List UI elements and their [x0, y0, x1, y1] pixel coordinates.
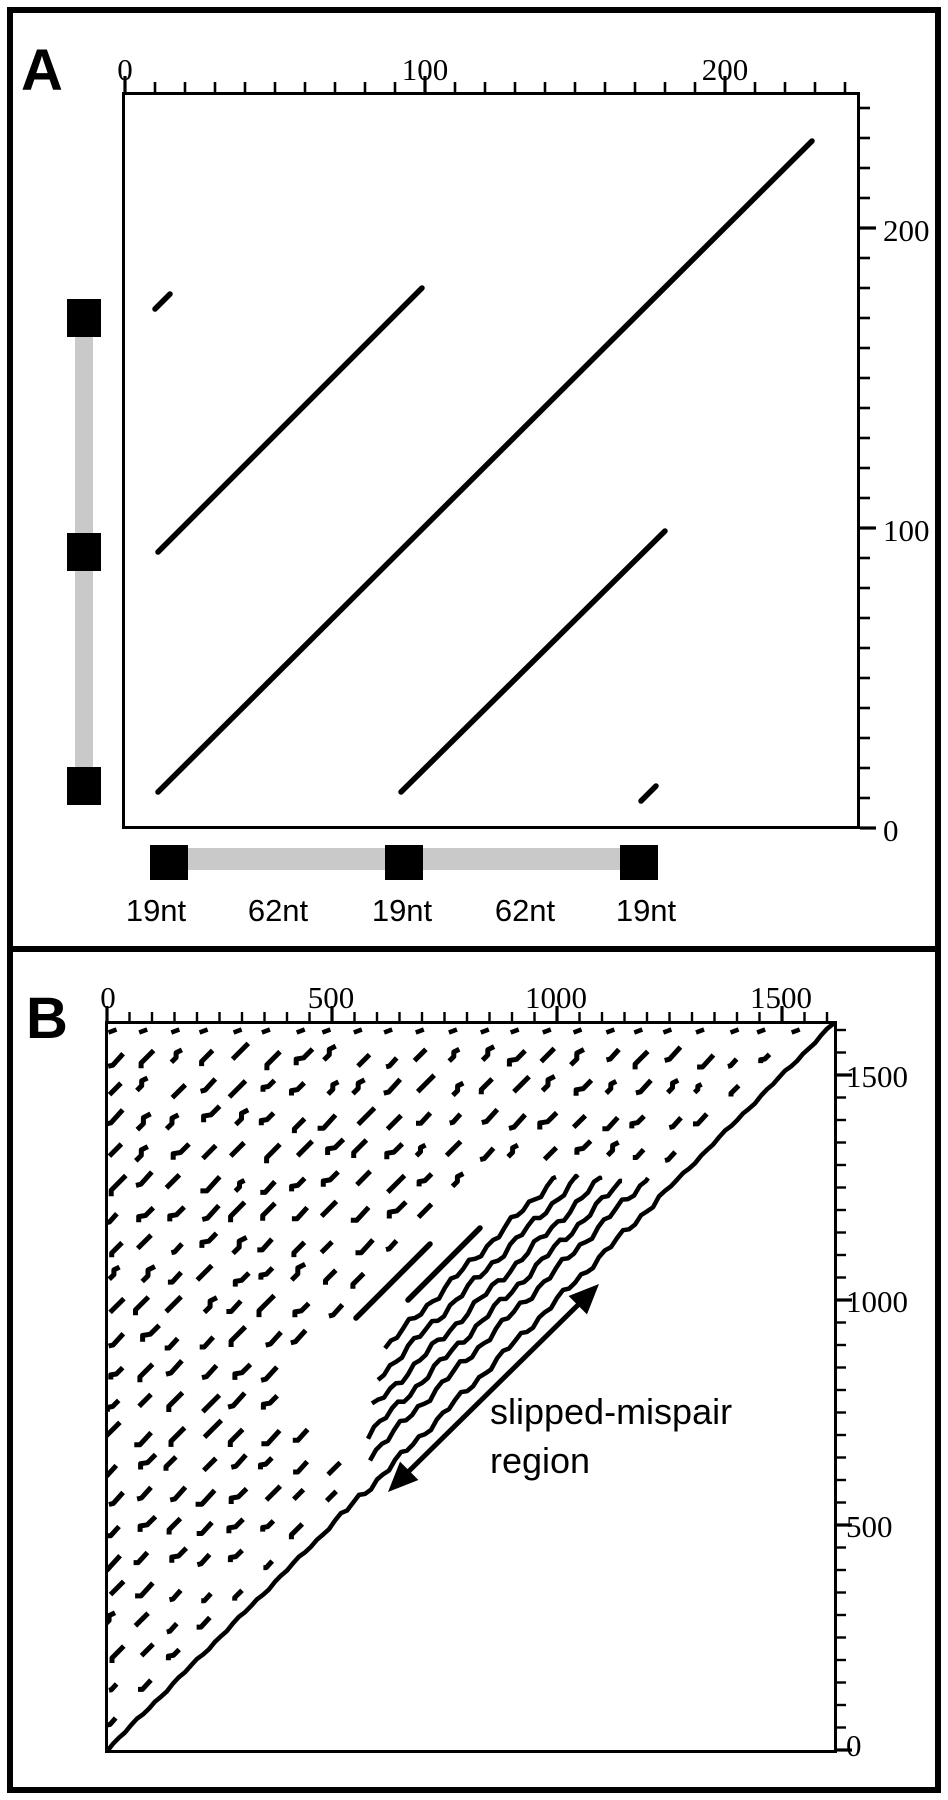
panel-b-xtick-1500: 1500: [750, 980, 812, 1015]
panel-a-ytick-200: 200: [883, 213, 930, 248]
figure-frame: [7, 7, 941, 1793]
panel-b-ytick-1500: 1500: [846, 1059, 908, 1094]
panel-b-ytick-0: 0: [846, 1728, 862, 1763]
panel-a-ytick-0: 0: [883, 813, 899, 848]
repeat-dash-pattern: [108, 1024, 834, 1750]
panel-a-xtick-200: 200: [702, 52, 749, 87]
repeat-schematic-vertical: [67, 299, 101, 805]
panel-b-ytick-1000: 1000: [846, 1284, 908, 1319]
seq-label-62nt-1: 62nt: [248, 893, 309, 928]
seq-label-19nt-3: 19nt: [616, 893, 677, 928]
panel-b-xtick-500: 500: [308, 980, 355, 1015]
panel-b-dotplot: [105, 1006, 852, 1753]
panel-b-ytick-500: 500: [846, 1509, 893, 1544]
repeat-schematic-horizontal: [150, 845, 658, 880]
panel-a-ytick-100: 100: [883, 513, 930, 548]
panel-b-xtick-1000: 1000: [525, 980, 587, 1015]
panel-a-dotplot: [67, 76, 876, 880]
panel-a-xtick-0: 0: [117, 52, 133, 87]
slipped-mispair-arrow: [388, 1284, 599, 1492]
seq-label-19nt-1: 19nt: [126, 893, 187, 928]
panel-a-letter: A: [21, 38, 63, 103]
seq-label-62nt-2: 62nt: [495, 893, 556, 928]
annotation-slipped-mispair: slipped-mispair: [490, 1391, 732, 1432]
annotation-region: region: [490, 1440, 590, 1481]
panel-b-xtick-0: 0: [100, 980, 116, 1015]
seq-label-19nt-2: 19nt: [372, 893, 433, 928]
panel-a-xtick-100: 100: [402, 52, 449, 87]
panel-b-letter: B: [26, 986, 68, 1051]
